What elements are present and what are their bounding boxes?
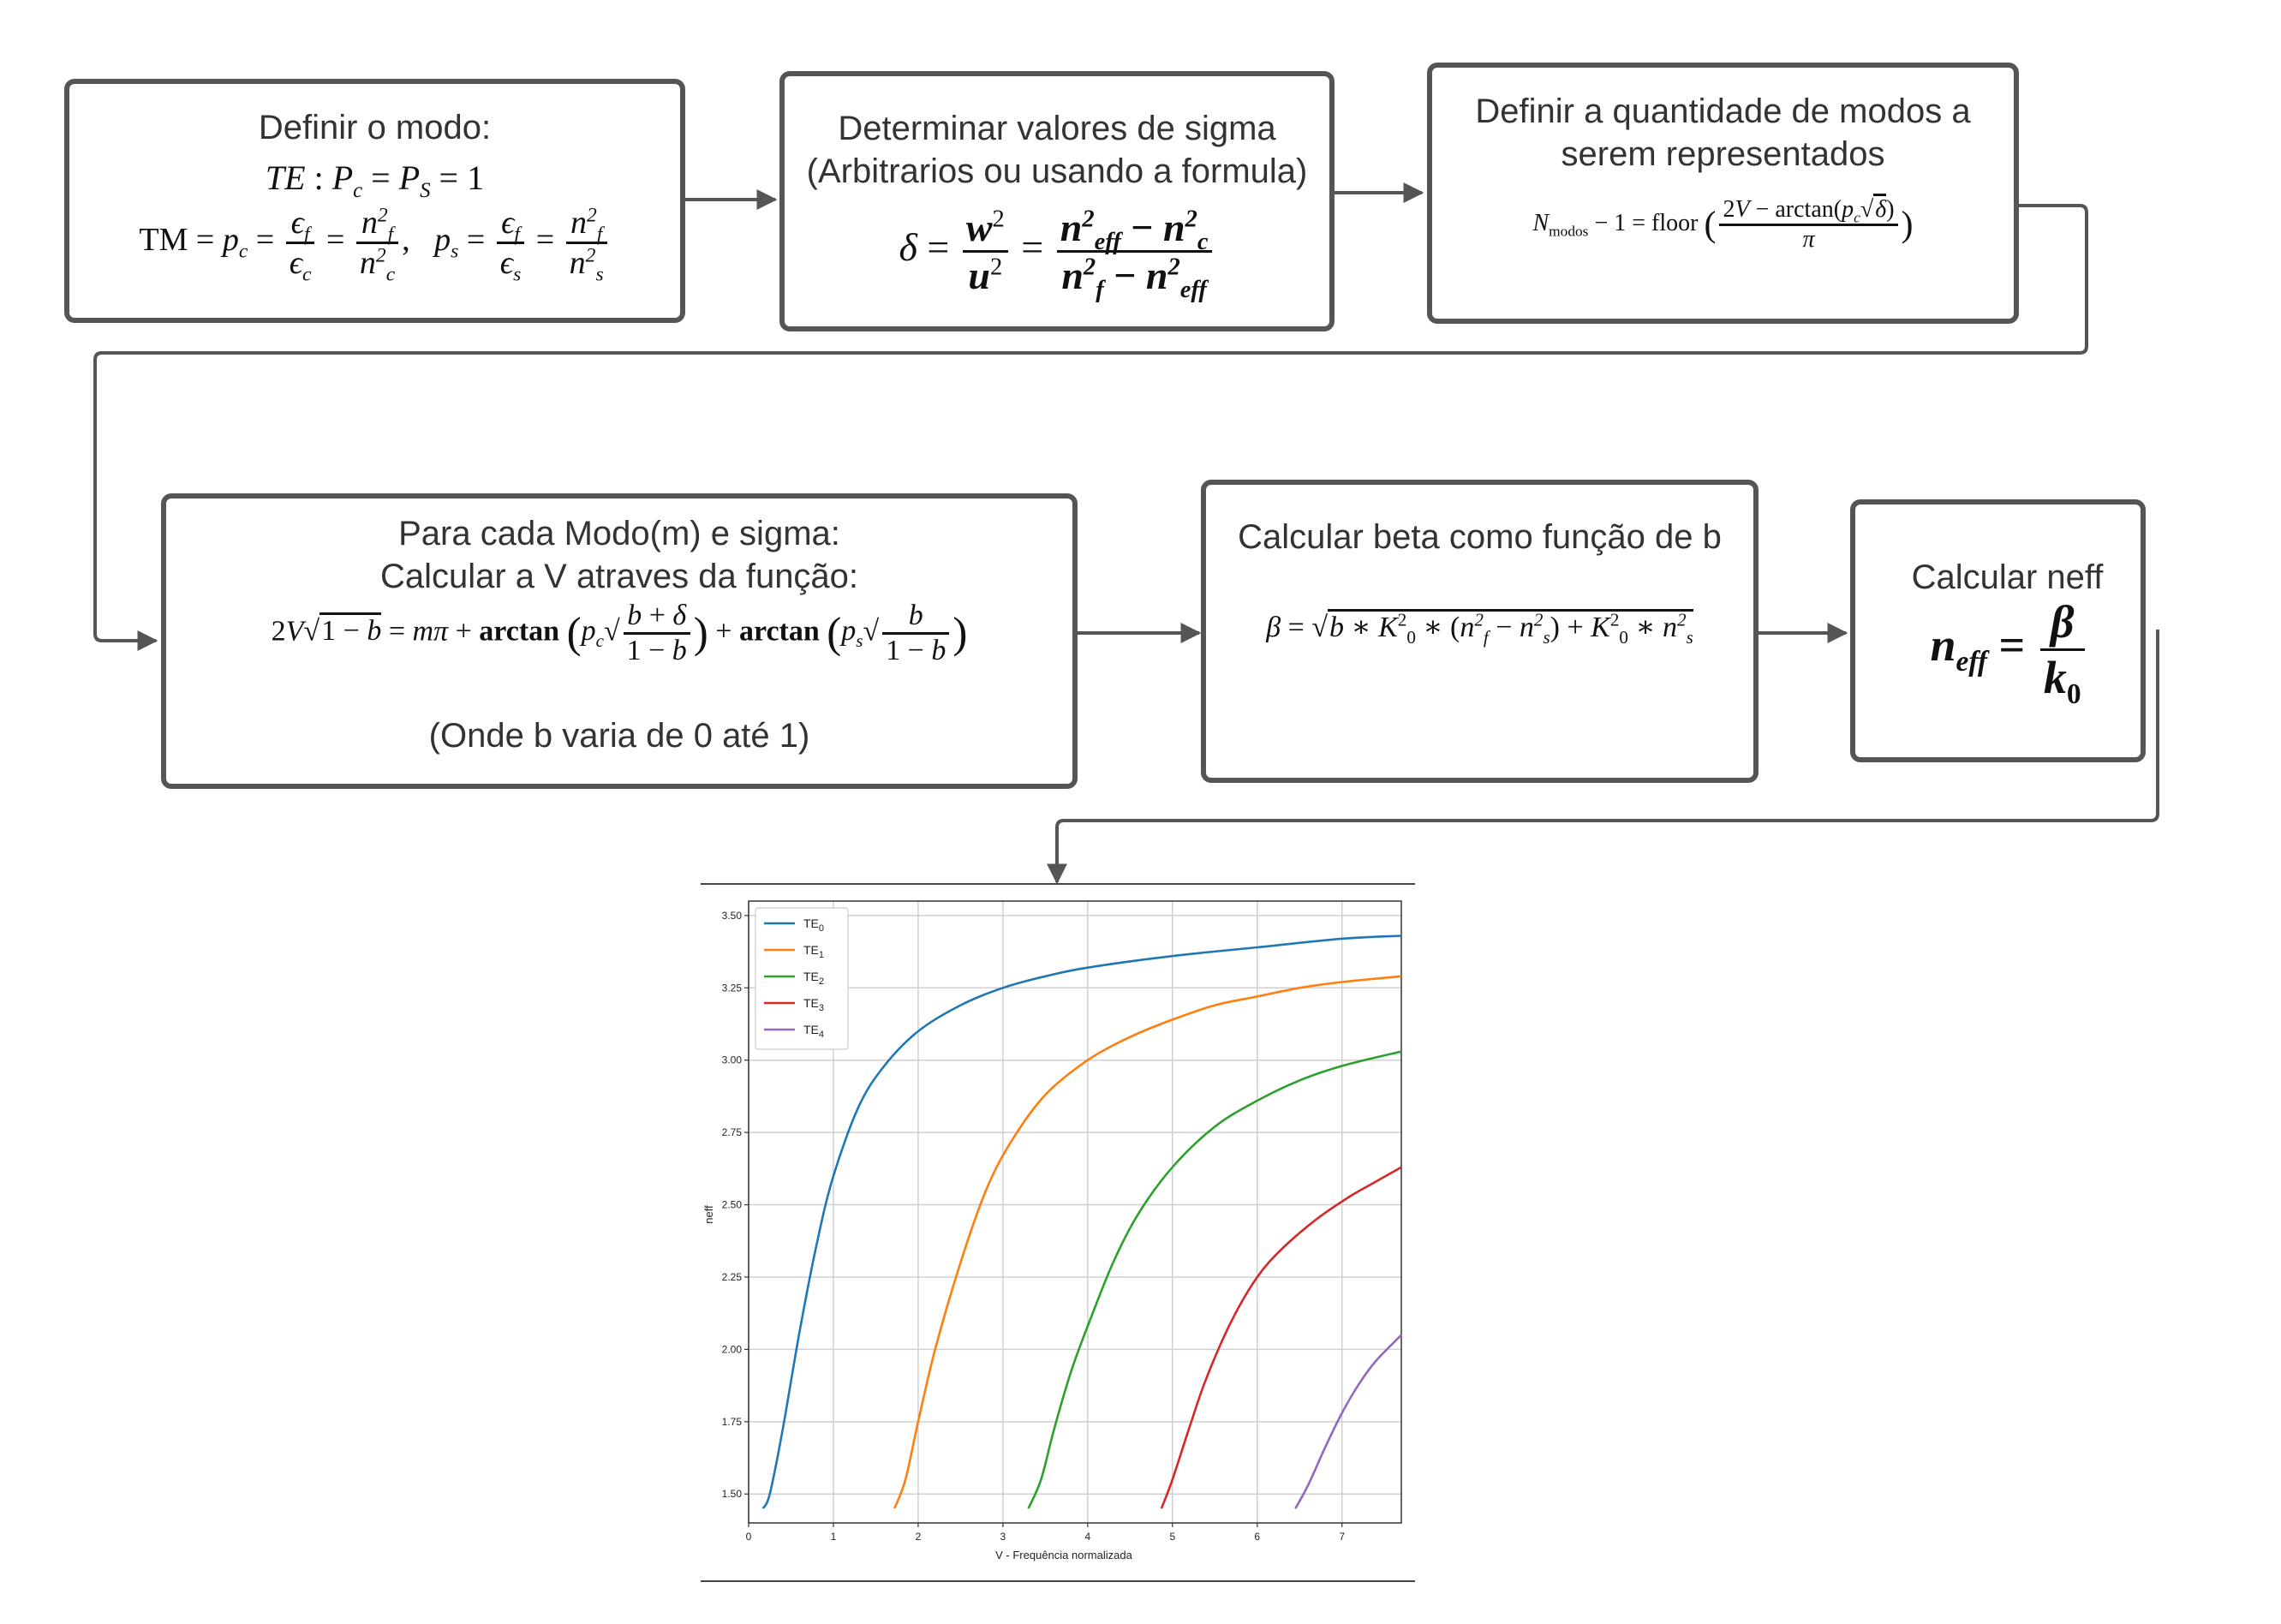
y-tick-label: 1.75 [722, 1416, 743, 1428]
mode-count-box: Definir a quantidade de modos a serem re… [1427, 63, 2019, 324]
te-equation: TE : Pc = PS = 1 [265, 158, 485, 202]
beta-equation: β = √b ∗ K20 ∗ (n2f − n2s) + K20 ∗ n2s [1266, 609, 1693, 648]
series-line-te4 [1294, 1334, 1402, 1509]
x-tick-label: 0 [746, 1531, 752, 1543]
y-tick-label: 2.25 [722, 1271, 743, 1283]
tm-equation: TM = pc = ϵf ϵc = n2f n2c, ps = ϵf ϵs = n2f… [69, 204, 680, 284]
series-line-te1 [893, 975, 1402, 1509]
x-tick-label: 7 [1339, 1531, 1345, 1543]
sigma-equation: δ = w2 u2 = n2eff − n2c n2f − n2eff [785, 205, 1329, 302]
define-mode-title: Definir o modo: [258, 109, 492, 146]
series-line-te3 [1160, 1166, 1402, 1509]
x-tick-label: 3 [1000, 1531, 1006, 1543]
mode-count-title: Definir a quantidade de modos a [1475, 93, 1971, 130]
y-tick-label: 3.25 [722, 982, 743, 994]
v-calc-title: Para cada Modo(m) e sigma: [398, 515, 840, 552]
x-tick-label: 6 [1254, 1531, 1260, 1543]
x-tick-label: 2 [916, 1531, 922, 1543]
arrow-modes-to-vcalc [93, 204, 2088, 651]
x-tick-label: 4 [1085, 1531, 1091, 1543]
neff-equation: neff = β k0 [1878, 595, 2141, 708]
x-tick-label: 1 [831, 1531, 837, 1543]
define-mode-box: Definir o modo: TE : Pc = PS = 1 TM = pc… [64, 79, 685, 323]
y-tick-label: 1.50 [722, 1488, 743, 1500]
sigma-title: Determinar valores de sigma [838, 110, 1276, 147]
y-tick-label: 2.75 [722, 1126, 743, 1138]
v-calc-title-2: Calcular a V atraves da função: [379, 558, 859, 595]
arrow-neff-to-chart [1047, 630, 2159, 885]
x-tick-label: 5 [1169, 1531, 1175, 1543]
v-calc-box: Para cada Modo(m) e sigma: Calcular a V … [161, 493, 1078, 789]
y-axis-label: neff [702, 1205, 715, 1224]
sigma-subtitle: (Arbitrarios ou usando a formula) [806, 152, 1308, 190]
series-line-te2 [1027, 1050, 1402, 1509]
y-tick-label: 3.50 [722, 910, 743, 922]
sigma-box: Determinar valores de sigma (Arbitrarios… [779, 71, 1335, 331]
neff-box: Calcular neff neff = β k0 [1850, 499, 2146, 762]
beta-box: Calcular beta como função de b β = √b ∗ … [1201, 480, 1759, 783]
beta-title: Calcular beta como função de b [1238, 518, 1722, 556]
x-axis-label: V - Frequência normalizada [995, 1549, 1132, 1561]
neff-vs-v-chart: 0 1 2 3 4 5 6 7 1.50 1.75 2.00 2.25 2.50 2.75 3.00 3.25… [701, 883, 1415, 1582]
legend-box [755, 907, 849, 1050]
y-tick-label: 2.50 [722, 1199, 743, 1211]
v-calc-note: (Onde b varia de 0 até 1) [428, 717, 810, 755]
mode-count-title-2: serem representados [1561, 135, 1885, 173]
y-tick-label: 2.00 [722, 1343, 743, 1355]
mode-count-equation: Nmodos − 1 = floor (2V − arctan(pc√δ) π) [1432, 194, 2014, 254]
series-line-te0 [761, 934, 1402, 1509]
neff-title: Calcular neff [1911, 558, 2104, 596]
y-tick-label: 3.00 [722, 1054, 743, 1066]
plot-frame [748, 900, 1402, 1524]
